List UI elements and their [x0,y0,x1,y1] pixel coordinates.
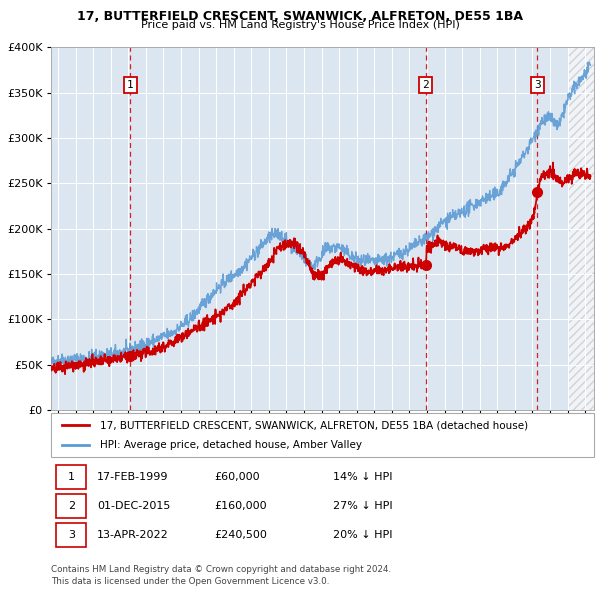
Text: 2: 2 [422,80,429,90]
Text: Contains HM Land Registry data © Crown copyright and database right 2024.: Contains HM Land Registry data © Crown c… [51,565,391,574]
Text: This data is licensed under the Open Government Licence v3.0.: This data is licensed under the Open Gov… [51,577,329,586]
Text: 20% ↓ HPI: 20% ↓ HPI [334,530,393,540]
Bar [568,47,594,410]
Text: Price paid vs. HM Land Registry's House Price Index (HPI): Price paid vs. HM Land Registry's House … [140,20,460,30]
Text: HPI: Average price, detached house, Amber Valley: HPI: Average price, detached house, Ambe… [100,440,362,450]
FancyBboxPatch shape [51,413,594,457]
Text: £240,500: £240,500 [214,530,267,540]
Text: 14% ↓ HPI: 14% ↓ HPI [334,471,393,481]
Text: 01-DEC-2015: 01-DEC-2015 [97,501,170,511]
FancyBboxPatch shape [56,494,86,518]
Text: 17, BUTTERFIELD CRESCENT, SWANWICK, ALFRETON, DE55 1BA: 17, BUTTERFIELD CRESCENT, SWANWICK, ALFR… [77,10,523,23]
FancyBboxPatch shape [56,465,86,489]
Text: 13-APR-2022: 13-APR-2022 [97,530,169,540]
Text: 17-FEB-1999: 17-FEB-1999 [97,471,169,481]
Text: 1: 1 [127,80,134,90]
Text: £60,000: £60,000 [214,471,260,481]
Text: £160,000: £160,000 [214,501,266,511]
Text: 2: 2 [68,501,75,511]
FancyBboxPatch shape [56,523,86,547]
Text: 17, BUTTERFIELD CRESCENT, SWANWICK, ALFRETON, DE55 1BA (detached house): 17, BUTTERFIELD CRESCENT, SWANWICK, ALFR… [100,421,528,430]
Text: 3: 3 [534,80,541,90]
Text: 1: 1 [68,471,75,481]
Text: 3: 3 [68,530,75,540]
Text: 27% ↓ HPI: 27% ↓ HPI [334,501,393,511]
